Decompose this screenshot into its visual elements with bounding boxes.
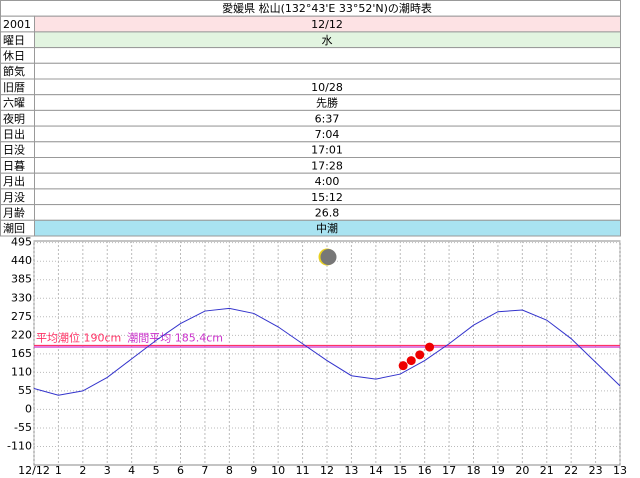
row-value: 先勝	[316, 96, 338, 110]
x-tick-label: 3	[104, 464, 111, 477]
x-tick-label: 12	[320, 464, 334, 477]
row-label: 日出	[3, 127, 25, 141]
x-tick-label: 12/12	[18, 464, 50, 477]
tide-curve	[33, 307, 621, 396]
row-label: 日暮	[3, 158, 25, 172]
row-value: 6:37	[315, 112, 340, 125]
x-tick-label: 15	[393, 464, 407, 477]
row-label: 節気	[3, 64, 25, 78]
x-tick-label: 9	[250, 464, 257, 477]
row-value: 15:12	[311, 191, 343, 204]
reference-label: 潮間平均 185.4cm	[127, 330, 223, 344]
y-tick-label: 110	[11, 365, 32, 378]
y-tick-label: 220	[11, 328, 32, 341]
x-tick-label: 4	[128, 464, 135, 477]
x-tick-label: 8	[226, 464, 233, 477]
row-value: 17:28	[311, 159, 343, 172]
x-tick-label: 20	[515, 464, 529, 477]
x-tick-label: 17	[442, 464, 456, 477]
x-tick-label: 5	[153, 464, 160, 477]
row-label: 休日	[3, 49, 25, 62]
y-tick-label: 440	[11, 254, 32, 267]
x-tick-label: 1	[55, 464, 62, 477]
row-value: 7:04	[315, 128, 340, 141]
row-label: 日没	[3, 144, 25, 157]
row-value: 10/28	[311, 81, 343, 94]
moon-icon	[318, 248, 337, 266]
y-tick-label: -55	[14, 421, 32, 434]
row-value: 17:01	[311, 144, 343, 157]
moon-dark	[320, 249, 337, 265]
x-tick-label: 14	[369, 464, 383, 477]
row-label: 夜明	[3, 111, 25, 125]
row-label: 2001	[3, 18, 31, 31]
value-cell	[34, 47, 621, 64]
table-title: 愛媛県 松山(132°43'E 33°52'N)の潮時表	[222, 1, 432, 15]
row-label: 曜日	[3, 34, 25, 47]
y-tick-label: -110	[7, 439, 32, 452]
row-value: 中潮	[316, 221, 338, 235]
row-value: 26.8	[315, 206, 340, 219]
x-tick-label: 22	[564, 464, 578, 477]
row-label: 潮回	[3, 221, 25, 235]
x-tick-label: 21	[540, 464, 554, 477]
x-tick-label: 13	[613, 464, 627, 477]
reference-label: 平均潮位 190cm	[36, 330, 121, 344]
x-tick-label: 7	[201, 464, 208, 477]
x-tick-label: 19	[491, 464, 505, 477]
y-tick-label: 275	[11, 310, 32, 323]
tide-point	[406, 356, 416, 366]
row-value: 12/12	[311, 18, 343, 31]
x-tick-label: 10	[271, 464, 285, 477]
x-tick-label: 2	[79, 464, 86, 477]
x-tick-label: 13	[344, 464, 358, 477]
y-tick-label: 385	[11, 273, 32, 286]
y-tick-label: 495	[11, 236, 32, 249]
tide-point	[415, 350, 425, 360]
y-tick-label: 330	[11, 291, 32, 304]
x-tick-label: 11	[296, 464, 310, 477]
y-tick-label: 55	[18, 384, 32, 397]
row-label: 月没	[3, 191, 25, 204]
row-value: 4:00	[315, 175, 340, 188]
x-tick-label: 16	[418, 464, 432, 477]
value-cell	[34, 219, 621, 237]
row-label: 旧暦	[3, 81, 25, 94]
row-label: 月齢	[3, 205, 25, 219]
row-value: 水	[322, 34, 333, 47]
tide-point	[425, 342, 435, 352]
value-cell	[34, 62, 621, 80]
y-tick-label: 0	[25, 402, 32, 415]
y-tick-label: 165	[11, 347, 32, 360]
x-tick-label: 18	[467, 464, 481, 477]
row-label: 月出	[3, 174, 25, 188]
tide-point	[398, 361, 408, 371]
x-tick-label: 23	[589, 464, 603, 477]
row-label: 六曜	[3, 97, 25, 110]
x-tick-label: 6	[177, 464, 184, 477]
